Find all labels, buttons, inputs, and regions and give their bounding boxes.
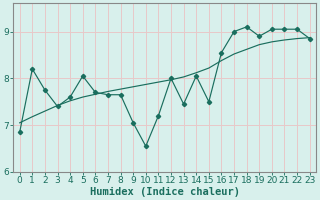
X-axis label: Humidex (Indice chaleur): Humidex (Indice chaleur) [90, 186, 240, 197]
